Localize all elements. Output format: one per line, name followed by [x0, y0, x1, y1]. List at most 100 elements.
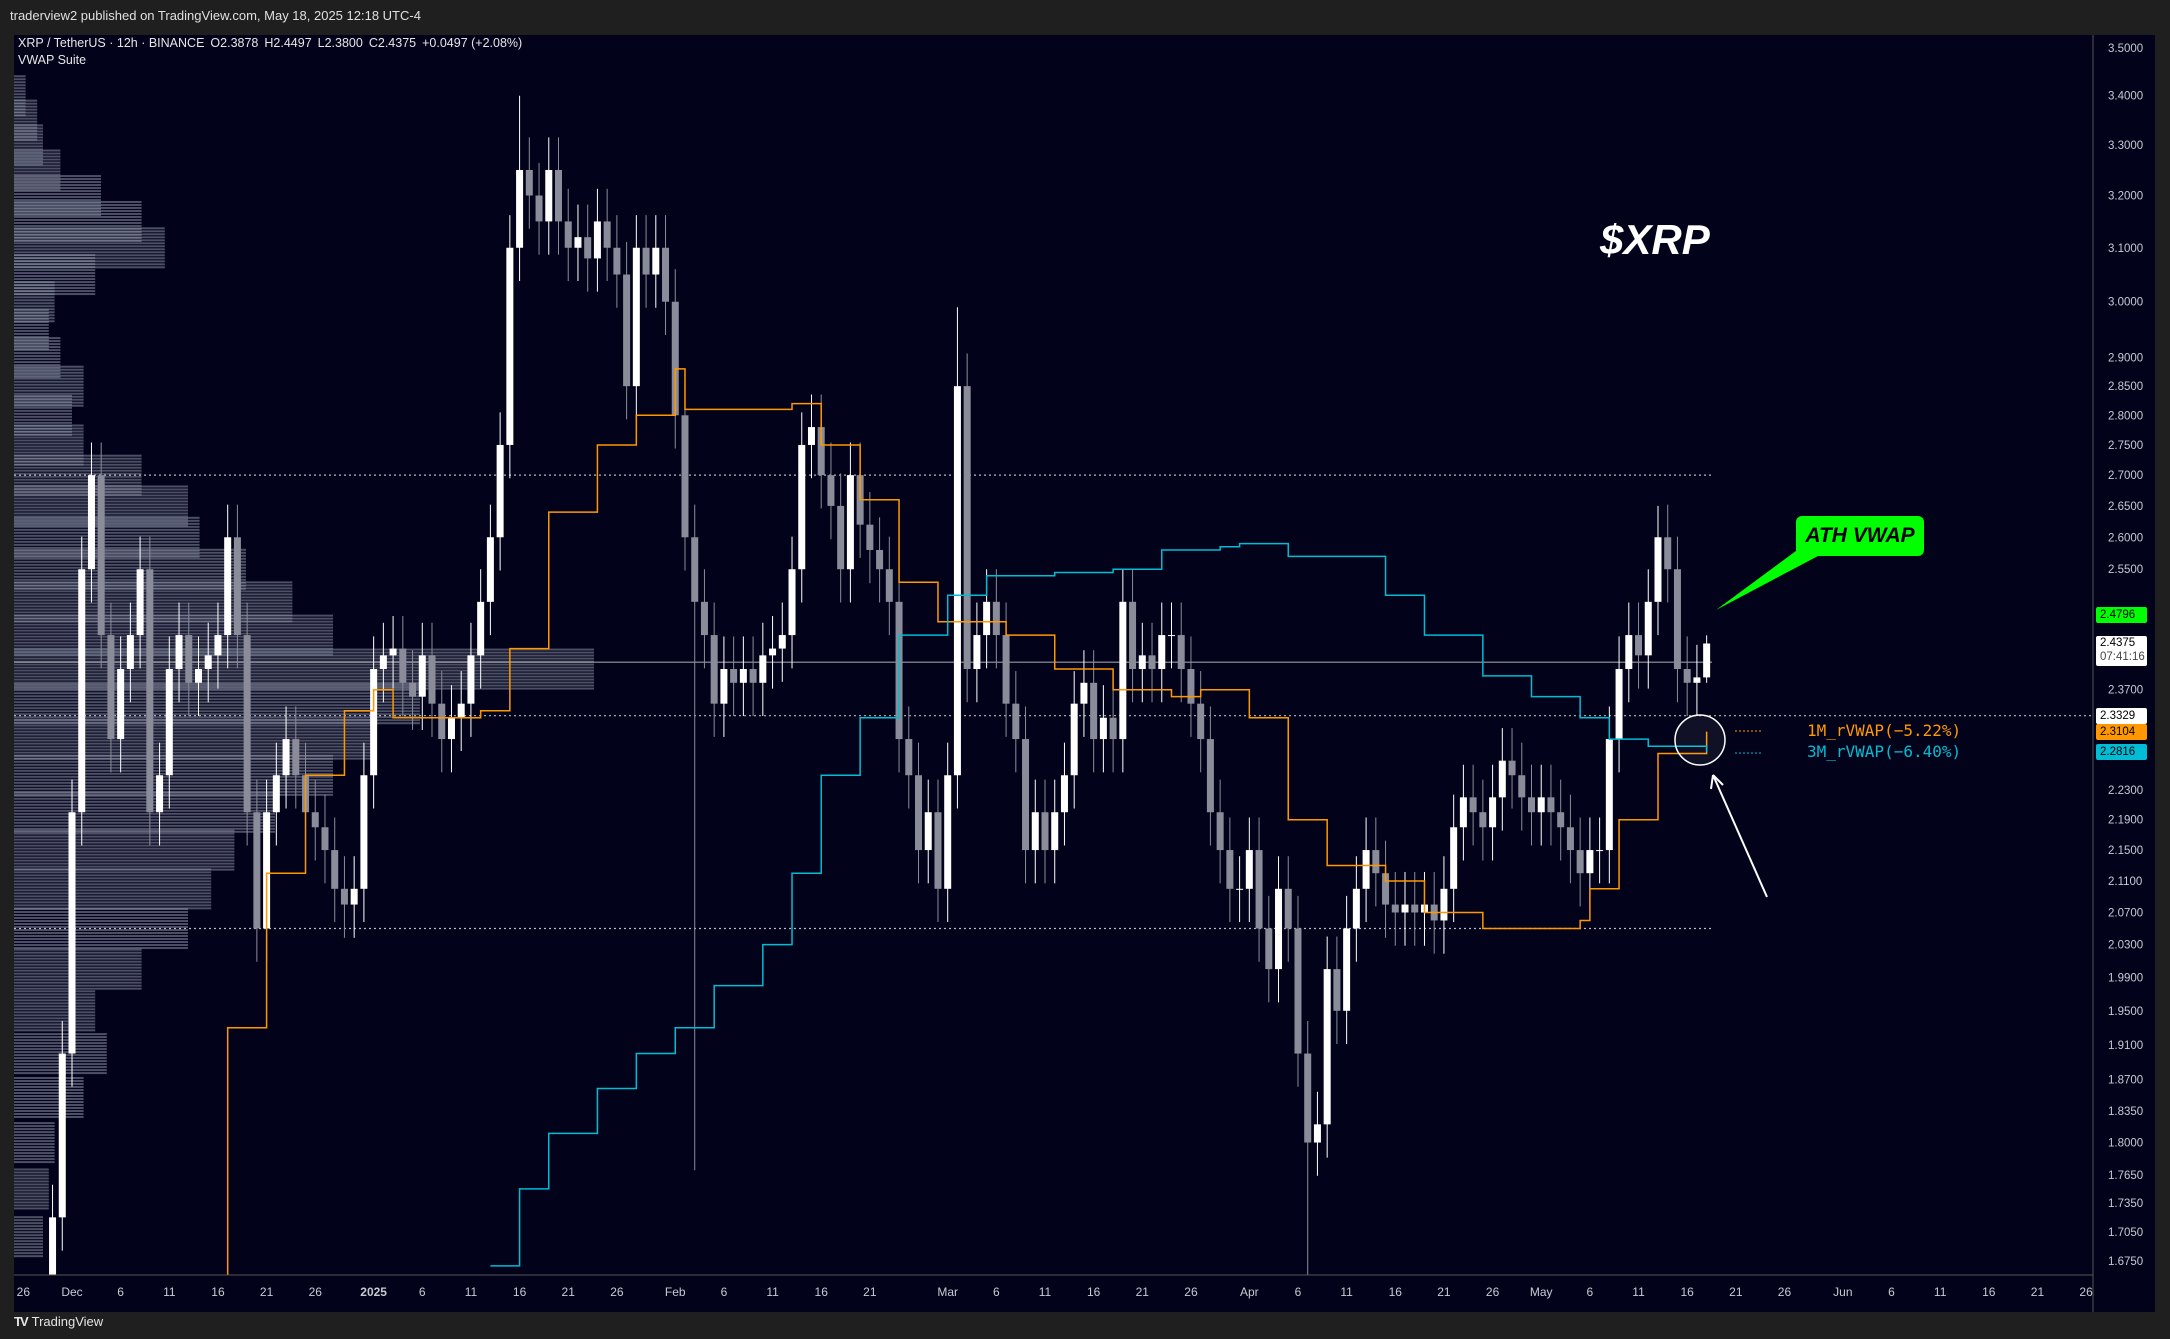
volume-profile-bar — [14, 548, 246, 551]
time-axis[interactable]: 26 Dec 6 11 16 21 26 2025 6 11 16 21 26 Feb 6 11 16 21 Mar… — [17, 1285, 2093, 1299]
volume-profile-bar — [14, 373, 61, 376]
candle-body — [983, 601, 991, 636]
volume-profile-bar — [14, 1125, 55, 1128]
volume-profile-bar — [14, 635, 333, 638]
volume-profile-bar — [14, 557, 246, 560]
candle-body — [1673, 569, 1681, 670]
candle-body — [1625, 635, 1633, 670]
price-tick-label: 2.8000 — [2108, 410, 2143, 422]
indicator-name[interactable]: VWAP Suite — [18, 53, 87, 67]
volume-profile-bar — [14, 78, 26, 81]
time-tick-label: 16 — [513, 1285, 527, 1299]
volume-profile-bar — [14, 829, 235, 832]
candle-body — [944, 775, 952, 889]
candle-body — [1177, 635, 1185, 670]
volume-profile-bar — [14, 859, 235, 862]
symbol-info[interactable]: XRP / TetherUS · 12h · BINANCE — [18, 36, 205, 50]
volume-profile-bar — [14, 490, 142, 493]
candle-body — [1090, 682, 1098, 740]
time-tick-label: 26 — [309, 1285, 323, 1299]
volume-profile-bar — [14, 1152, 55, 1155]
volume-profile-bar — [14, 406, 72, 409]
candle-body — [243, 635, 251, 813]
volume-profile-bar — [14, 478, 142, 481]
volume-profile-bar — [14, 920, 188, 923]
candle-body — [1450, 827, 1458, 889]
candle-body — [165, 669, 173, 776]
volume-profile-bar — [14, 886, 212, 889]
volume-profile-bar — [14, 623, 333, 626]
volume-profile-bar — [14, 929, 188, 932]
volume-profile-bar — [14, 269, 96, 272]
candle-body — [1265, 928, 1273, 970]
volume-profile-bar — [14, 245, 165, 248]
volume-profile-bar — [14, 329, 49, 332]
time-tick-label: 11 — [1340, 1285, 1353, 1299]
candle-body — [1148, 655, 1156, 670]
volume-profile-bar — [14, 154, 43, 157]
volume-profile-bar — [14, 1029, 96, 1032]
volume-profile-bar — [14, 775, 333, 778]
volume-profile-bar — [14, 93, 26, 96]
volume-profile-bar — [14, 188, 61, 191]
volume-profile-bar — [14, 239, 142, 242]
volume-profile-bar — [14, 335, 49, 338]
volume-profile-bar — [14, 1020, 96, 1023]
candle-body — [866, 524, 874, 550]
time-tick-label: Mar — [937, 1285, 958, 1299]
volume-profile-bar — [14, 179, 61, 182]
volume-profile-bar — [14, 463, 84, 466]
volume-profile-bar — [14, 251, 165, 254]
candle-body — [1129, 601, 1137, 670]
volume-profile-bar — [14, 415, 72, 418]
volume-profile-bar — [14, 941, 188, 944]
volume-profile-bar — [14, 138, 38, 141]
candle-body — [1099, 717, 1107, 740]
published-text: traderview2 published on TradingView.com… — [10, 8, 421, 23]
price-tag: 2.3329 — [2096, 707, 2147, 724]
time-tick-label: 26 — [1486, 1285, 1500, 1299]
volume-profile-bar — [14, 75, 26, 78]
volume-profile-bar — [14, 120, 38, 123]
volume-profile-bar — [14, 1008, 96, 1011]
price-axis[interactable]: 3.5000 3.4000 3.3000 3.2000 3.1000 3.0000 2.90… — [2108, 43, 2143, 1268]
price-tick-label: 1.8000 — [2108, 1138, 2143, 1150]
candle-body — [807, 427, 815, 445]
volume-profile-bar — [14, 487, 142, 490]
volume-profile-bar — [14, 644, 333, 647]
candle-body — [1275, 888, 1283, 970]
candle-body — [1683, 669, 1691, 683]
volume-profile-bar — [14, 151, 43, 154]
volume-profile-bar — [14, 404, 84, 407]
volume-profile-bar — [14, 736, 374, 739]
candle-body — [1489, 797, 1497, 828]
candle-body — [1703, 643, 1711, 678]
volume-profile-bar — [14, 349, 61, 352]
candle-body — [1479, 812, 1487, 828]
volume-profile-bar — [14, 525, 200, 528]
candle-body — [739, 669, 747, 683]
volume-profile-bar — [14, 519, 200, 522]
candle-body — [350, 888, 358, 905]
volume-profile-bar — [14, 672, 594, 675]
volume-profile-bar — [14, 926, 188, 929]
volume-profile-bar — [14, 344, 49, 347]
vwap-line-3m-rvwap — [490, 542, 1708, 1267]
volume-profile-bar — [14, 883, 212, 886]
volume-profile-bar — [14, 660, 594, 663]
volume-profile-bar — [14, 856, 235, 859]
volume-profile-bar — [14, 398, 84, 401]
time-tick-label: 6 — [993, 1285, 1000, 1299]
candle-body — [340, 888, 348, 905]
volume-profile-bar — [14, 202, 101, 205]
candle-body — [915, 775, 923, 851]
volume-profile-bar — [14, 1237, 43, 1240]
volume-profile-bar — [14, 409, 72, 412]
volume-profile-bar — [14, 383, 84, 386]
volume-profile-bar — [14, 766, 333, 769]
volume-profile-bar — [14, 460, 84, 463]
volume-profile-bar — [14, 214, 101, 217]
volume-profile-bar — [14, 96, 26, 99]
candle-body — [1596, 850, 1604, 852]
